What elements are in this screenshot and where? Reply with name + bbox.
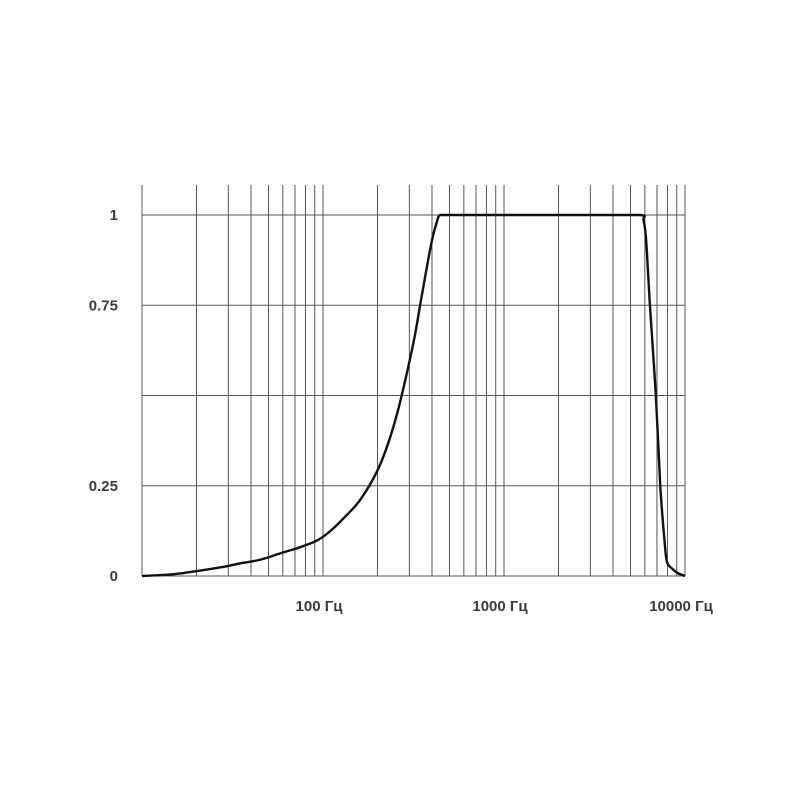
y-tick-label: 0.25 bbox=[89, 478, 118, 495]
plot-area bbox=[141, 213, 686, 578]
y-tick-labels: 1 0.75 0.25 0 bbox=[89, 207, 118, 585]
y-tick-label: 0.75 bbox=[89, 297, 118, 314]
x-tick-label: 1000 Гц bbox=[472, 598, 528, 615]
grid bbox=[141, 185, 686, 577]
x-tick-labels: 100 Гц 1000 Гц 10000 Гц bbox=[296, 598, 714, 615]
x-tick-label: 100 Гц bbox=[296, 598, 344, 615]
y-tick-label: 1 bbox=[110, 207, 118, 224]
x-tick-label: 10000 Гц bbox=[649, 598, 713, 615]
y-tick-label: 0 bbox=[110, 568, 118, 585]
response-curve bbox=[141, 213, 686, 578]
